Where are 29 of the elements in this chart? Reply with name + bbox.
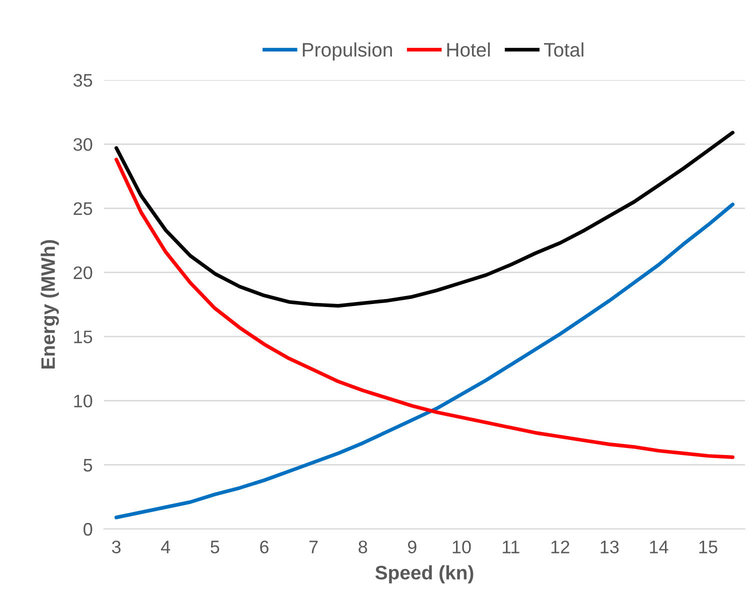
x-tick-label: 7 [309,540,318,554]
y-axis-title: Energy (MWh) [40,240,59,369]
line-series [114,130,734,308]
x-tick-label: 13 [600,540,619,554]
legend-label: Hotel [447,42,490,57]
x-axis-title: Speed (kn) [375,565,474,584]
line-series [114,158,734,459]
y-tick-label: 25 [74,202,92,216]
x-tick-label: 14 [650,540,668,554]
x-tick-label: 8 [358,540,368,554]
x-tick-label: 10 [452,540,471,554]
x-tick-label: 15 [699,540,718,554]
x-tick-label: 3 [112,540,121,554]
x-tick-label: 9 [408,540,416,554]
x-tick-label: 4 [161,540,170,554]
y-tick-label: 30 [73,138,92,151]
y-tick-label: 10 [74,394,92,408]
x-tick-label: 11 [502,540,520,554]
y-tick-label: 20 [74,266,92,280]
x-tick-label: 5 [210,540,220,554]
y-tick-label: 5 [84,458,92,472]
line-series [114,202,734,520]
legend-label: Propulsion [302,42,392,61]
x-tick-label: 12 [551,540,570,554]
legend-label: Total [544,42,584,57]
y-tick-label: 15 [74,330,92,344]
y-tick-label: 0 [84,522,92,536]
y-tick-label: 35 [73,74,92,87]
x-tick-label: 6 [260,540,268,554]
